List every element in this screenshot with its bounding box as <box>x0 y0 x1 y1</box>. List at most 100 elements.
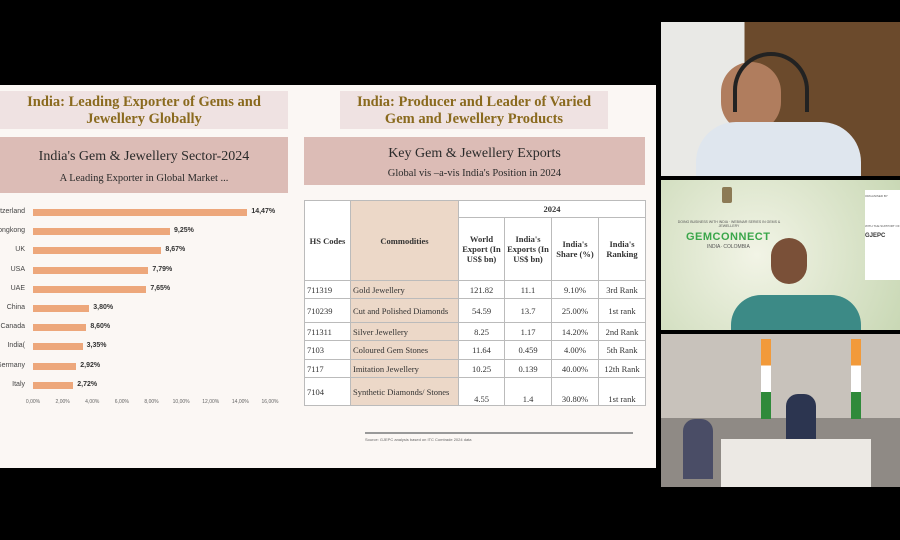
tick-label: 2,00% <box>55 399 70 405</box>
table-cell: 7104 <box>304 377 351 406</box>
data-label: 2,72% <box>77 380 98 388</box>
data-label: 9,25% <box>174 227 194 235</box>
right-box-subtitle: Global vis –a-vis India's Position in 20… <box>387 168 562 179</box>
data-label: 3,80% <box>93 304 114 311</box>
header-year: 2024 <box>458 200 646 218</box>
bar-row: Hongkong 9,25% <box>0 226 290 236</box>
india-flag <box>851 339 861 419</box>
table-cell: 10.25 <box>458 359 505 378</box>
support-label: WITH THE SUPPORT OF <box>865 224 900 228</box>
table-cell: 1.17 <box>504 322 552 341</box>
bar <box>33 247 162 255</box>
category-label: China <box>6 304 25 311</box>
table-cell: 12th Rank <box>598 359 646 378</box>
bar <box>33 305 90 312</box>
table-cell: 7103 <box>304 340 351 360</box>
tick-label: 14,00% <box>231 399 249 405</box>
bar-row: China 3,80% <box>0 303 290 313</box>
data-label: 8,60% <box>90 323 111 331</box>
video-tile-speaker-2[interactable]: DOING BUSINESS WITH INDIA · WEBINAR SERI… <box>661 180 900 330</box>
source-note: Source: GJEPC analysis based on ITC Comt… <box>365 432 633 442</box>
bar <box>33 381 74 389</box>
video-tile-speaker-1[interactable] <box>661 22 900 176</box>
category-label: India( <box>7 342 25 350</box>
header-world-export: World Export (In US$ bn) <box>458 217 505 281</box>
video-tile-conference-room[interactable] <box>661 334 900 487</box>
table-cell: Coloured Gem Stones <box>350 340 459 360</box>
category-label: Hongkong <box>0 227 25 235</box>
bar-row: UK 8,67% <box>0 245 290 255</box>
left-heading: India: Leading Exporter of Gems and Jewe… <box>0 91 288 129</box>
table-cell: 25.00% <box>551 298 599 323</box>
table-cell: Silver Jewellery <box>350 322 459 341</box>
presentation-slide: India: Leading Exporter of Gems and Jewe… <box>0 85 656 468</box>
data-label: 8,67% <box>165 246 186 254</box>
bar <box>33 209 248 216</box>
table-row: 711319 Gold Jewellery 121.82 11.1 9.10% 3rd R… <box>304 280 646 299</box>
bar-row: Italy 2,72% <box>0 380 290 390</box>
left-box-subtitle: A Leading Exporter in Global Market ... <box>59 173 229 184</box>
exporter-bar-chart: Switzerland 14,47% Hongkong 9,25% UK 8,67%… <box>0 203 290 413</box>
table-cell: 5th Rank <box>598 340 646 360</box>
bar <box>33 324 87 332</box>
bar <box>33 266 149 274</box>
tick-label: 8,00% <box>144 399 159 405</box>
bar <box>33 228 171 236</box>
table-cell: 4.00% <box>551 340 599 360</box>
data-label: 2,92% <box>80 361 101 369</box>
government-emblem-icon <box>722 187 732 203</box>
table-cell: 7117 <box>304 359 351 378</box>
india-flag <box>761 339 771 419</box>
participant-video <box>683 419 713 479</box>
table-cell: Gold Jewellery <box>350 280 459 299</box>
table-cell: 54.59 <box>458 298 505 323</box>
tick-label: 10,00% <box>172 399 190 405</box>
right-box: Key Gem & Jewellery Exports Global vis –… <box>304 137 645 185</box>
left-box: India's Gem & Jewellery Sector-2024 A Le… <box>0 137 288 193</box>
table-cell: 3rd Rank <box>598 280 646 299</box>
category-label: Switzerland <box>0 208 25 215</box>
table-cell: 11.64 <box>458 340 505 360</box>
table-cell: 30.80% <box>551 377 599 406</box>
participant-video-body <box>696 122 861 176</box>
table-row: 711311 Silver Jewellery 8.25 1.17 14.20% 2nd … <box>304 322 646 341</box>
sponsor-panel: ORGANISED BY WITH THE SUPPORT OF GJEPC <box>865 190 900 280</box>
table-cell: 711311 <box>304 322 351 341</box>
table-cell: 1st rank <box>598 377 646 406</box>
exports-table: HS Codes Commodities 2024 World Export (… <box>304 200 646 406</box>
data-label: 7,65% <box>150 284 171 292</box>
tick-label: 4,00% <box>85 399 100 405</box>
bar <box>33 285 147 293</box>
banner-series: DOING BUSINESS WITH INDIA · WEBINAR SERI… <box>677 220 781 228</box>
bar-row: Switzerland 14,47% <box>0 207 290 217</box>
table-cell: Cut and Polished Diamonds <box>350 298 459 323</box>
header-india-ranking: India's Ranking <box>598 217 646 281</box>
header-india-share: India's Share (%) <box>551 217 599 281</box>
bar-row: UAE 7,65% <box>0 284 290 294</box>
tick-label: 6,00% <box>114 399 129 405</box>
tick-label: 12,00% <box>202 399 220 405</box>
bar-row: India( 3,35% <box>0 341 290 351</box>
table-cell: 711319 <box>304 280 351 299</box>
tick-label: 16,00% <box>261 399 279 405</box>
gemconnect-title: GEMCONNECT <box>686 231 771 243</box>
table-row: 7117 Imitation Jewellery 10.25 0.139 40.00% 1… <box>304 359 646 378</box>
right-box-title: Key Gem & Jewellery Exports <box>388 146 561 161</box>
table-cell: 121.82 <box>458 280 505 299</box>
participant-video <box>771 238 807 284</box>
gemconnect-subtitle: INDIA· COLOMBIA <box>707 244 750 250</box>
table-cell: 9.10% <box>551 280 599 299</box>
right-heading: India: Producer and Leader of Varied Gem… <box>340 91 608 129</box>
table-cell: 11.1 <box>504 280 552 299</box>
bar <box>33 362 77 370</box>
table-cell: Synthetic Diamonds/ Stones <box>350 377 459 406</box>
data-label: 7,79% <box>152 265 173 273</box>
table-cell: 1.4 <box>504 377 552 406</box>
gjepc-logo: GJEPC <box>865 233 886 239</box>
table-cell: 0.459 <box>504 340 552 360</box>
category-label: Canada <box>0 323 25 331</box>
data-label: 3,35% <box>86 342 107 350</box>
header-india-exports: India's Exports (In US$ bn) <box>504 217 552 281</box>
table-cell: 4.55 <box>458 377 505 406</box>
table-cell: 2nd Rank <box>598 322 646 341</box>
